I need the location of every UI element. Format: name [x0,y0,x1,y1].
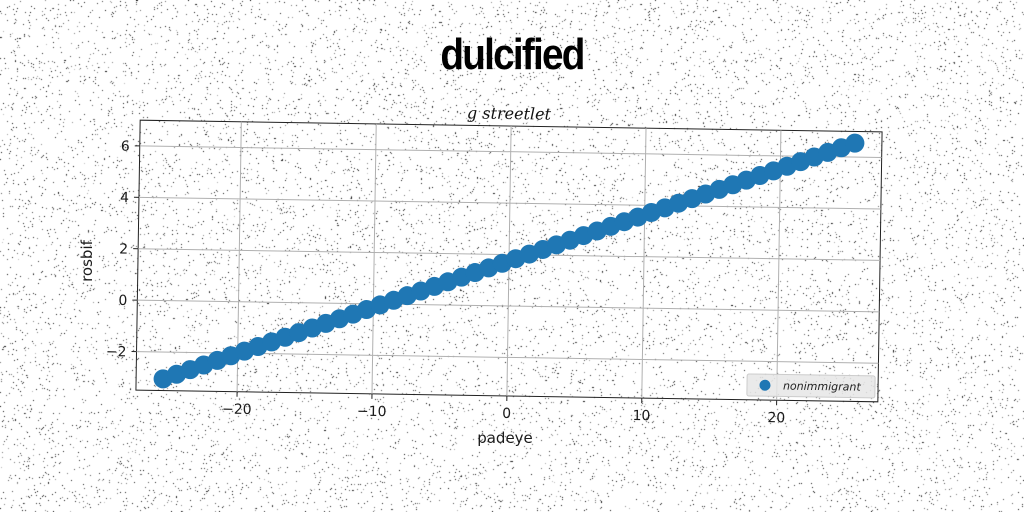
data-point [845,133,865,153]
y-tick-label: 4 [120,190,129,206]
y-tick-label: −2 [106,344,127,360]
y-gridline [138,196,881,210]
x-gridline [641,128,647,399]
x-gridline [371,123,377,394]
y-gridline [137,299,880,313]
x-tick-label: 20 [767,410,785,426]
legend-box [746,373,876,399]
legend-marker [759,379,771,391]
y-tick-label: 0 [118,293,127,309]
x-tick-label: −20 [222,402,252,418]
x-tick-label: 0 [502,406,511,422]
y-tick-label: 2 [119,241,128,257]
chart-title: dulcified [440,30,585,79]
x-axis-label: padeye [477,429,533,447]
x-tick-label: −10 [357,404,387,420]
legend: nonimmigrant [746,373,876,399]
chart-subtitle: g streetlet [467,103,552,123]
y-axis-label: rosbif [78,239,96,282]
legend-label: nonimmigrant [783,379,862,393]
x-tick-label: 10 [632,408,650,424]
y-gridline [139,145,882,159]
y-tick-label: 6 [121,139,130,155]
